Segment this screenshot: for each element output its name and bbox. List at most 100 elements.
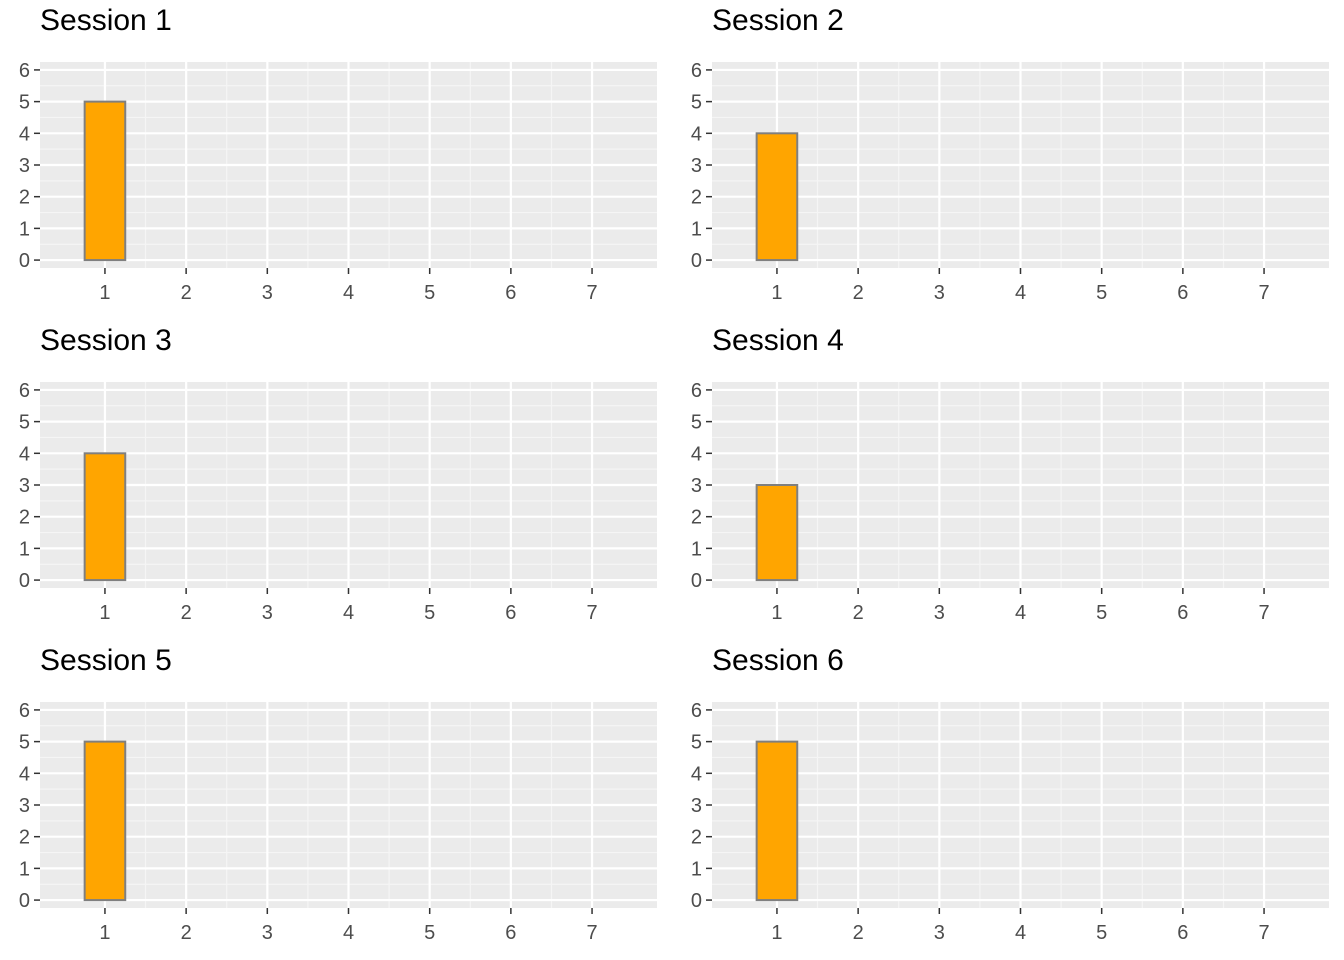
y-tick-label: 6 xyxy=(19,380,30,402)
facet-panel-3: Session 3 0 1 2 3 4 5 6 1 2 3 4 5 6 7 xyxy=(19,324,657,624)
x-tick-label: 1 xyxy=(99,282,110,304)
x-tick-label: 1 xyxy=(771,602,782,624)
x-tick-label: 4 xyxy=(343,282,354,304)
y-tick-label: 2 xyxy=(691,507,702,529)
x-tick-label: 4 xyxy=(343,922,354,944)
x-tick-label: 4 xyxy=(343,602,354,624)
y-tick-label: 6 xyxy=(691,60,702,82)
x-tick-label: 4 xyxy=(1015,282,1026,304)
y-tick-label: 0 xyxy=(691,890,702,912)
x-tick-label: 6 xyxy=(1177,602,1188,624)
y-tick-label: 1 xyxy=(691,858,702,880)
y-tick-label: 1 xyxy=(691,538,702,560)
y-tick-label: 0 xyxy=(19,570,30,592)
y-tick-label: 0 xyxy=(19,890,30,912)
panel-title: Session 5 xyxy=(40,644,172,677)
x-tick-label: 7 xyxy=(1258,282,1269,304)
panel-title: Session 4 xyxy=(712,324,844,357)
panel-title: Session 2 xyxy=(712,4,844,37)
y-tick-label: 6 xyxy=(19,60,30,82)
y-tick-label: 5 xyxy=(691,92,702,114)
x-tick-label: 4 xyxy=(1015,602,1026,624)
y-tick-label: 2 xyxy=(19,827,30,849)
y-tick-label: 3 xyxy=(19,795,30,817)
x-tick-label: 6 xyxy=(505,922,516,944)
bar-1 xyxy=(755,740,799,902)
x-tick-label: 2 xyxy=(181,922,192,944)
y-tick-label: 4 xyxy=(691,123,702,145)
y-tick-label: 3 xyxy=(691,475,702,497)
bar-1 xyxy=(83,100,127,262)
x-tick-label: 2 xyxy=(853,602,864,624)
x-tick-label: 6 xyxy=(1177,282,1188,304)
y-tick-label: 5 xyxy=(19,732,30,754)
x-tick-label: 3 xyxy=(934,282,945,304)
x-tick-label: 5 xyxy=(424,282,435,304)
y-tick-label: 2 xyxy=(19,187,30,209)
panel-title: Session 3 xyxy=(40,324,172,357)
y-tick-label: 0 xyxy=(691,250,702,272)
y-tick-label: 4 xyxy=(19,123,30,145)
x-tick-label: 2 xyxy=(853,922,864,944)
y-tick-label: 4 xyxy=(19,443,30,465)
y-tick-label: 4 xyxy=(691,763,702,785)
bar-1 xyxy=(83,452,127,582)
y-tick-label: 3 xyxy=(19,475,30,497)
y-tick-label: 1 xyxy=(19,218,30,240)
bar-1 xyxy=(83,740,127,902)
x-tick-label: 5 xyxy=(424,602,435,624)
x-tick-label: 7 xyxy=(586,282,597,304)
y-tick-label: 4 xyxy=(19,763,30,785)
x-tick-label: 4 xyxy=(1015,922,1026,944)
x-tick-label: 6 xyxy=(505,602,516,624)
facet-panel-1: Session 1 0 1 2 3 4 5 6 1 2 3 4 5 6 7 xyxy=(19,4,657,304)
y-tick-label: 6 xyxy=(19,700,30,722)
y-tick-label: 6 xyxy=(691,700,702,722)
x-tick-label: 3 xyxy=(934,922,945,944)
x-tick-label: 1 xyxy=(99,602,110,624)
y-tick-label: 2 xyxy=(691,187,702,209)
facet-panel-5: Session 5 0 1 2 3 4 5 6 1 2 3 4 5 6 7 xyxy=(19,644,657,944)
y-tick-label: 0 xyxy=(19,250,30,272)
y-tick-label: 5 xyxy=(691,732,702,754)
x-tick-label: 1 xyxy=(771,282,782,304)
y-tick-label: 1 xyxy=(19,538,30,560)
facet-panel-4: Session 4 0 1 2 3 4 5 6 1 2 3 4 5 6 7 xyxy=(691,324,1329,624)
y-tick-label: 5 xyxy=(691,412,702,434)
y-tick-label: 4 xyxy=(691,443,702,465)
x-tick-label: 2 xyxy=(853,282,864,304)
facet-panel-2: Session 2 0 1 2 3 4 5 6 1 2 3 4 5 6 7 xyxy=(691,4,1329,304)
x-tick-label: 7 xyxy=(586,922,597,944)
x-tick-label: 5 xyxy=(424,922,435,944)
facet-panel-6: Session 6 0 1 2 3 4 5 6 1 2 3 4 5 6 7 xyxy=(691,644,1329,944)
y-tick-label: 1 xyxy=(19,858,30,880)
y-tick-label: 2 xyxy=(19,507,30,529)
x-tick-label: 5 xyxy=(1096,282,1107,304)
x-tick-label: 5 xyxy=(1096,922,1107,944)
y-tick-label: 2 xyxy=(691,827,702,849)
y-tick-label: 3 xyxy=(19,155,30,177)
x-tick-label: 3 xyxy=(934,602,945,624)
y-tick-label: 3 xyxy=(691,155,702,177)
panel-title: Session 6 xyxy=(712,644,844,677)
y-tick-label: 1 xyxy=(691,218,702,240)
y-tick-label: 5 xyxy=(19,412,30,434)
x-tick-label: 3 xyxy=(262,602,273,624)
x-tick-label: 1 xyxy=(99,922,110,944)
x-tick-label: 6 xyxy=(1177,922,1188,944)
bar-1 xyxy=(755,484,799,582)
y-tick-label: 6 xyxy=(691,380,702,402)
bar-1 xyxy=(755,132,799,262)
x-tick-label: 1 xyxy=(771,922,782,944)
x-tick-label: 3 xyxy=(262,922,273,944)
x-tick-label: 6 xyxy=(505,282,516,304)
y-tick-label: 0 xyxy=(691,570,702,592)
x-tick-label: 7 xyxy=(1258,922,1269,944)
y-tick-label: 5 xyxy=(19,92,30,114)
panel-title: Session 1 xyxy=(40,4,172,37)
x-tick-label: 3 xyxy=(262,282,273,304)
x-tick-label: 7 xyxy=(1258,602,1269,624)
x-tick-label: 2 xyxy=(181,282,192,304)
x-tick-label: 7 xyxy=(586,602,597,624)
